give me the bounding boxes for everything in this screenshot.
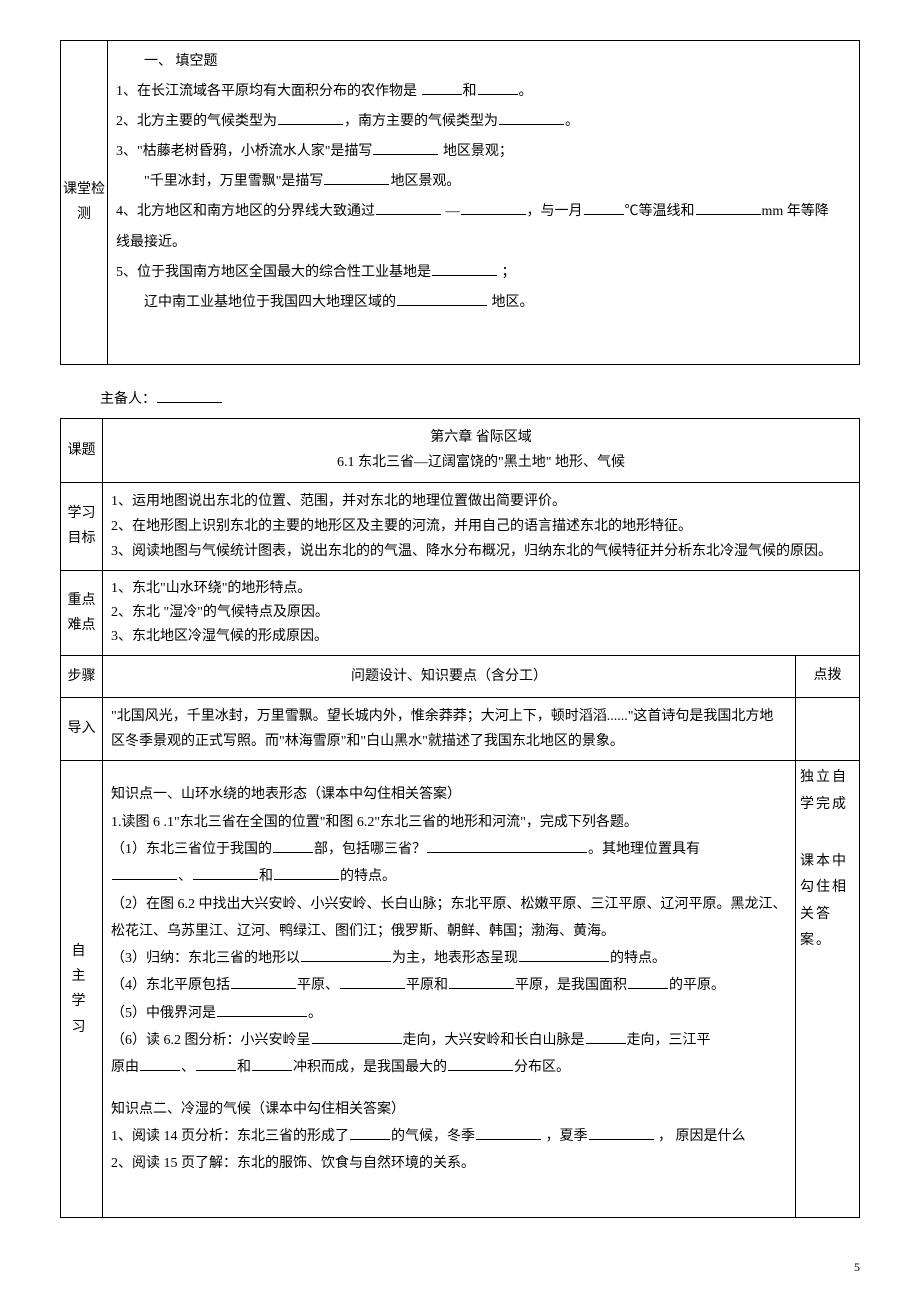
row-label-selfstudy: 自主学习	[61, 761, 103, 1218]
blank	[628, 974, 668, 989]
blank	[376, 200, 441, 215]
q2: 2、北方主要的气候类型为，南方主要的气候类型为。	[116, 107, 851, 137]
intro-cell: "北国风光，千里冰封，万里雪飘。望长城内外，惟余莽莽；大河上下，顿时滔滔....…	[103, 697, 796, 760]
blank	[140, 1056, 180, 1071]
blank	[301, 947, 391, 962]
blank	[193, 865, 258, 880]
blank	[273, 838, 313, 853]
selfstudy-tips: 独立自学完成 课本中勾住相关答案。	[796, 761, 860, 1218]
steps-header-tips: 点拨	[796, 655, 860, 697]
row-label-steps: 步骤	[61, 655, 103, 697]
blank	[448, 1056, 513, 1071]
topic-cell: 第六章 省际区域 6.1 东北三省—辽阔富饶的"黑土地" 地形、气候	[103, 419, 860, 482]
classroom-test-table: 课堂检测 一、 填空题 1、在长江流域各平原均有大面积分布的农作物是 和。 2、…	[60, 40, 860, 365]
goal-1: 1、运用地图说出东北的位置、范围，并对东北的地理位置做出简要评价。	[111, 489, 851, 514]
goal-2: 2、在地形图上识别东北的主要的地形区及主要的河流，并用自己的语言描述东北的地形特…	[111, 514, 851, 539]
sk1-1-1: （1）东北三省位于我国的部，包括哪三省？。其地理位置具有	[111, 836, 787, 863]
blank	[422, 80, 462, 95]
preparer-line: 主备人：	[100, 385, 860, 414]
blank	[449, 974, 514, 989]
intro-tips	[796, 697, 860, 760]
difficulties-cell: 1、东北"山水环绕"的地形特点。 2、东北 "湿冷"的气候特点及原因。 3、东北…	[103, 571, 860, 655]
sk1-1-4: （4）东北平原包括平原、平原和平原，是我国面积的平原。	[111, 972, 787, 999]
blank	[584, 200, 624, 215]
row-label-intro: 导入	[61, 697, 103, 760]
diff-2: 2、东北 "湿冷"的气候特点及原因。	[111, 601, 851, 625]
blank	[589, 1125, 654, 1140]
sk1-1-1b: 、和的特点。	[111, 863, 787, 890]
row-label-difficulties: 重点难点	[61, 571, 103, 655]
blank	[478, 80, 518, 95]
row-label-classroom-test: 课堂检测	[61, 41, 108, 365]
blank	[499, 110, 564, 125]
sk2-2: 2、阅读 15 页了解：东北的服饰、饮食与自然环境的关系。	[111, 1150, 787, 1177]
sk1-title: 知识点一、山环水绕的地表形态（课本中勾住相关答案）	[111, 781, 787, 808]
blank	[427, 838, 587, 853]
blank	[586, 1029, 626, 1044]
sk1-1-5: （5）中俄界河是。	[111, 1000, 787, 1027]
blank	[519, 947, 609, 962]
row-label-topic: 课题	[61, 419, 103, 482]
classroom-test-content: 一、 填空题 1、在长江流域各平原均有大面积分布的农作物是 和。 2、北方主要的…	[108, 41, 860, 365]
row-label-goals: 学习目标	[61, 482, 103, 571]
blank	[324, 170, 389, 185]
goal-3: 3、阅读地图与气候统计图表，说出东北的的气温、降水分布概况，归纳东北的气候特征并…	[111, 539, 851, 564]
blank	[476, 1125, 541, 1140]
blank	[252, 1056, 292, 1071]
diff-3: 3、东北地区冷湿气候的形成原因。	[111, 625, 851, 649]
q5b-line: 辽中南工业基地位于我国四大地理区域的 地区。	[116, 288, 851, 318]
blank	[217, 1002, 307, 1017]
blank	[340, 974, 405, 989]
q4: 4、北方地区和南方地区的分界线大致通过 —，与一月℃等温线和mm 年等降	[116, 197, 851, 227]
blank	[350, 1125, 390, 1140]
sk2-1: 1、阅读 14 页分析：东北三省的形成了的气候，冬季 ，夏季 ， 原因是什么	[111, 1123, 787, 1150]
sk1-1-6: （6）读 6.2 图分析：小兴安岭呈走向，大兴安岭和长白山脉是走向，三江平	[111, 1027, 787, 1054]
q3b-line: "千里冰封，万里雪飘"是描写地区景观。	[116, 167, 851, 197]
goals-cell: 1、运用地图说出东北的位置、范围，并对东北的地理位置做出简要评价。 2、在地形图…	[103, 482, 860, 571]
blank	[112, 865, 177, 880]
sk1-1-3: （3）归纳：东北三省的地形以为主，地表形态呈现的特点。	[111, 945, 787, 972]
sk1-1-2: （2）在图 6.2 中找出大兴安岭、小兴安岭、长白山脉；东北平原、松嫩平原、三江…	[111, 891, 787, 946]
topic-line1: 第六章 省际区域	[111, 425, 851, 450]
blank	[461, 200, 526, 215]
q5: 5、位于我国南方地区全国最大的综合性工业基地是 ；	[116, 258, 851, 288]
blank	[432, 261, 497, 276]
sk1-1: 1.读图 6 .1"东北三省在全国的位置"和图 6.2"东北三省的地形和河流"，…	[111, 809, 787, 836]
blank	[231, 974, 296, 989]
sk1-1-6b: 原由、和冲积而成，是我国最大的分布区。	[111, 1054, 787, 1081]
sk2-title: 知识点二、冷湿的气候（课本中勾住相关答案）	[111, 1096, 787, 1123]
blank	[696, 200, 761, 215]
lesson-plan-table: 课题 第六章 省际区域 6.1 东北三省—辽阔富饶的"黑土地" 地形、气候 学习…	[60, 418, 860, 1218]
section-heading-fill: 一、 填空题	[116, 47, 851, 77]
topic-line2: 6.1 东北三省—辽阔富饶的"黑土地" 地形、气候	[111, 450, 851, 475]
blank	[312, 1029, 402, 1044]
blank	[278, 110, 343, 125]
blank	[196, 1056, 236, 1071]
blank	[157, 388, 222, 403]
q3: 3、"枯藤老树昏鸦，小桥流水人家"是描写 地区景观；	[116, 137, 851, 167]
diff-1: 1、东北"山水环绕"的地形特点。	[111, 577, 851, 601]
q1: 1、在长江流域各平原均有大面积分布的农作物是 和。	[116, 77, 851, 107]
q4-line2: 线最接近。	[116, 228, 851, 258]
blank	[373, 140, 438, 155]
tips-2: 课本中勾住相关答案。	[800, 849, 855, 955]
blank	[274, 865, 339, 880]
blank	[397, 291, 487, 306]
steps-header-mid: 问题设计、知识要点（含分工）	[103, 655, 796, 697]
page-number: 5	[854, 1255, 860, 1280]
selfstudy-cell: 知识点一、山环水绕的地表形态（课本中勾住相关答案） 1.读图 6 .1"东北三省…	[103, 761, 796, 1218]
tips-1: 独立自学完成	[800, 765, 855, 818]
